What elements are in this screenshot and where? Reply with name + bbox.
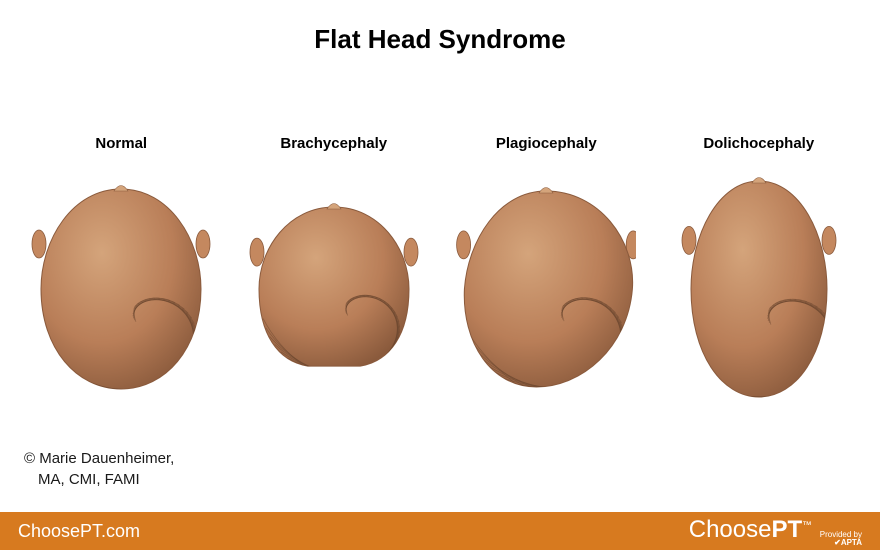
footer-bar: ChoosePT.com ChoosePT™ Provided by ✔APTA — [0, 512, 880, 550]
brand-logo: ChoosePT™ — [689, 516, 812, 544]
head-label-dolichocephaly: Dolichocephaly — [703, 135, 814, 152]
head-svg-wrap-normal — [31, 164, 211, 404]
credit-line-1: © Marie Dauenheimer, — [24, 448, 174, 469]
brand-pt-text: PT — [771, 516, 802, 543]
head-item-brachycephaly: Brachycephaly — [234, 135, 434, 404]
head-illustration-dolichocephaly — [669, 164, 849, 404]
footer-brand-block: ChoosePT™ Provided by ✔APTA — [689, 516, 862, 547]
head-illustration-plagiocephaly — [456, 164, 636, 404]
head-svg-wrap-brachycephaly — [244, 164, 424, 404]
head-item-dolichocephaly: Dolichocephaly — [659, 135, 859, 404]
head-label-brachycephaly: Brachycephaly — [280, 135, 387, 152]
head-label-plagiocephaly: Plagiocephaly — [496, 135, 597, 152]
head-illustration-brachycephaly — [244, 164, 424, 404]
head-item-plagiocephaly: Plagiocephaly — [446, 135, 646, 404]
provided-by-block: Provided by ✔APTA — [820, 531, 862, 547]
brand-tm: ™ — [802, 520, 812, 531]
apta-text: ✔APTA — [834, 539, 862, 547]
head-item-normal: Normal — [21, 135, 221, 404]
brand-choose-text: Choose — [689, 516, 772, 543]
head-svg-wrap-plagiocephaly — [456, 164, 636, 404]
credit-block: © Marie Dauenheimer, MA, CMI, FAMI — [24, 448, 174, 490]
heads-row: Normal Brachycephaly — [0, 55, 880, 404]
head-label-normal: Normal — [95, 135, 147, 152]
head-illustration-normal — [31, 164, 211, 404]
page-title: Flat Head Syndrome — [0, 0, 880, 55]
head-svg-wrap-dolichocephaly — [669, 164, 849, 404]
credit-line-2: MA, CMI, FAMI — [24, 469, 174, 490]
footer-url: ChoosePT.com — [18, 521, 140, 542]
